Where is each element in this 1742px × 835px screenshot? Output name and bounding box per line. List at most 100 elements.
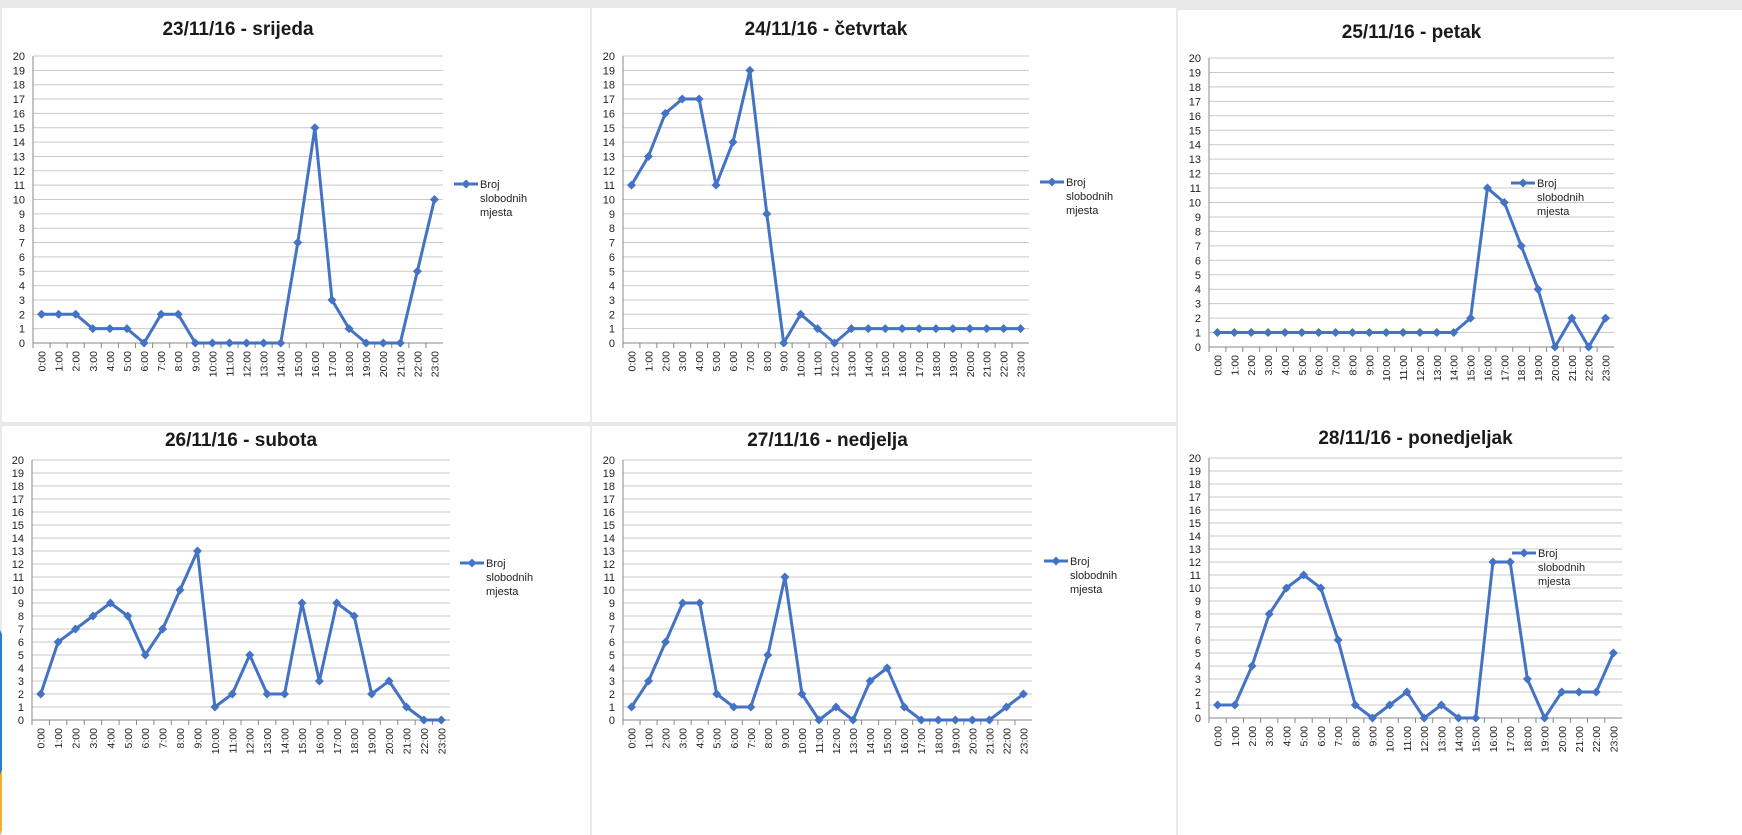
data-point <box>1385 700 1395 710</box>
y-tick-label: 6 <box>1195 255 1201 267</box>
y-tick-label: 10 <box>13 195 25 207</box>
x-tick-label: 12:00 <box>1415 355 1427 381</box>
data-point <box>332 598 342 608</box>
data-point <box>395 338 405 348</box>
x-tick-label: 0:00 <box>627 728 639 749</box>
x-tick-label: 5:00 <box>1299 726 1311 747</box>
data-point <box>763 650 773 660</box>
x-tick-label: 12:00 <box>242 351 254 377</box>
y-tick-label: 6 <box>609 637 615 649</box>
data-point <box>1436 700 1446 710</box>
y-tick-label: 0 <box>1195 342 1201 354</box>
x-tick-label: 0:00 <box>1212 355 1224 376</box>
legend-label: slobodnih <box>1066 191 1113 203</box>
data-point <box>105 324 115 334</box>
y-tick-label: 16 <box>603 108 615 120</box>
data-point <box>36 689 46 699</box>
x-tick-label: 9:00 <box>1367 726 1379 747</box>
y-tick-label: 8 <box>609 611 615 623</box>
x-tick-label: 23:00 <box>1018 728 1030 754</box>
x-tick-label: 18:00 <box>349 728 361 754</box>
data-point <box>412 266 422 276</box>
data-point <box>1299 570 1309 580</box>
x-tick-label: 2:00 <box>71 728 83 749</box>
x-tick-label: 19:00 <box>367 728 379 754</box>
data-point <box>105 598 115 608</box>
x-tick-label: 11:00 <box>224 351 236 377</box>
data-point <box>643 151 653 161</box>
chart-title: 23/11/16 - srijeda <box>162 19 313 40</box>
data-point <box>950 715 960 725</box>
series-line <box>630 575 1025 722</box>
data-point <box>933 715 943 725</box>
x-tick-label: 17:00 <box>916 728 928 754</box>
data-point <box>729 702 739 712</box>
x-tick-label: 8:00 <box>175 728 187 749</box>
data-point <box>245 650 255 660</box>
data-point <box>1264 609 1274 619</box>
y-tick-label: 18 <box>1189 479 1201 491</box>
data-point <box>54 309 64 319</box>
data-point <box>967 715 977 725</box>
y-tick-label: 15 <box>603 520 615 532</box>
data-point <box>1347 328 1357 338</box>
y-tick-label: 8 <box>1195 226 1201 238</box>
data-point <box>644 676 654 686</box>
x-tick-label: 22:00 <box>1584 355 1596 381</box>
chart-title: 26/11/16 - subota <box>165 430 318 451</box>
data-point <box>71 624 81 634</box>
x-tick-label: 11:00 <box>1402 726 1414 752</box>
y-tick-label: 11 <box>1190 183 1201 195</box>
data-point <box>829 338 839 348</box>
y-tick-label: 14 <box>603 137 615 149</box>
data-point <box>1533 284 1543 294</box>
x-tick-label: 7:00 <box>158 728 170 749</box>
y-tick-label: 1 <box>1195 700 1201 712</box>
x-tick-label: 4:00 <box>695 728 707 749</box>
y-tick-label: 14 <box>603 533 615 545</box>
y-tick-label: 13 <box>1189 154 1201 166</box>
y-tick-label: 4 <box>609 281 615 293</box>
y-tick-label: 16 <box>1189 111 1201 123</box>
data-point <box>1402 687 1412 697</box>
y-tick-label: 12 <box>603 559 615 571</box>
x-tick-label: 10:00 <box>207 351 219 377</box>
y-tick-label: 2 <box>1195 313 1201 325</box>
x-tick-label: 19:00 <box>1540 726 1552 752</box>
x-tick-label: 2:00 <box>71 351 83 372</box>
legend-label: Broj <box>1538 548 1558 560</box>
data-point <box>401 702 411 712</box>
data-point <box>1316 583 1326 593</box>
data-point <box>1449 328 1459 338</box>
y-tick-label: 11 <box>14 180 25 192</box>
legend-label: Broj <box>486 558 506 570</box>
data-point <box>276 338 286 348</box>
data-point <box>948 324 958 334</box>
y-tick-label: 11 <box>604 180 615 192</box>
data-point <box>140 650 150 660</box>
y-tick-label: 12 <box>1189 169 1201 181</box>
x-tick-label: 2:00 <box>660 351 672 372</box>
x-tick-label: 11:00 <box>1398 355 1410 381</box>
y-tick-label: 0 <box>1195 713 1201 725</box>
x-tick-label: 4:00 <box>1280 355 1292 376</box>
data-point <box>378 338 388 348</box>
x-tick-label: 1:00 <box>1230 726 1242 747</box>
y-tick-label: 18 <box>603 80 615 92</box>
data-point <box>1280 328 1290 338</box>
x-tick-label: 10:00 <box>797 728 809 754</box>
data-point <box>71 309 81 319</box>
data-point <box>965 324 975 334</box>
x-tick-label: 14:00 <box>280 728 292 754</box>
data-point <box>1601 313 1611 323</box>
x-tick-label: 10:00 <box>1381 355 1393 381</box>
line-chart-6: 28/11/16 - ponedjeljak012345678910111213… <box>1189 428 1622 752</box>
y-tick-label: 14 <box>1189 531 1201 543</box>
x-tick-label: 9:00 <box>779 351 791 372</box>
data-point <box>882 663 892 673</box>
legend-marker <box>467 558 477 568</box>
y-tick-label: 11 <box>604 572 615 584</box>
data-point <box>779 338 789 348</box>
x-tick-label: 5:00 <box>712 728 724 749</box>
x-tick-label: 12:00 <box>245 728 257 754</box>
